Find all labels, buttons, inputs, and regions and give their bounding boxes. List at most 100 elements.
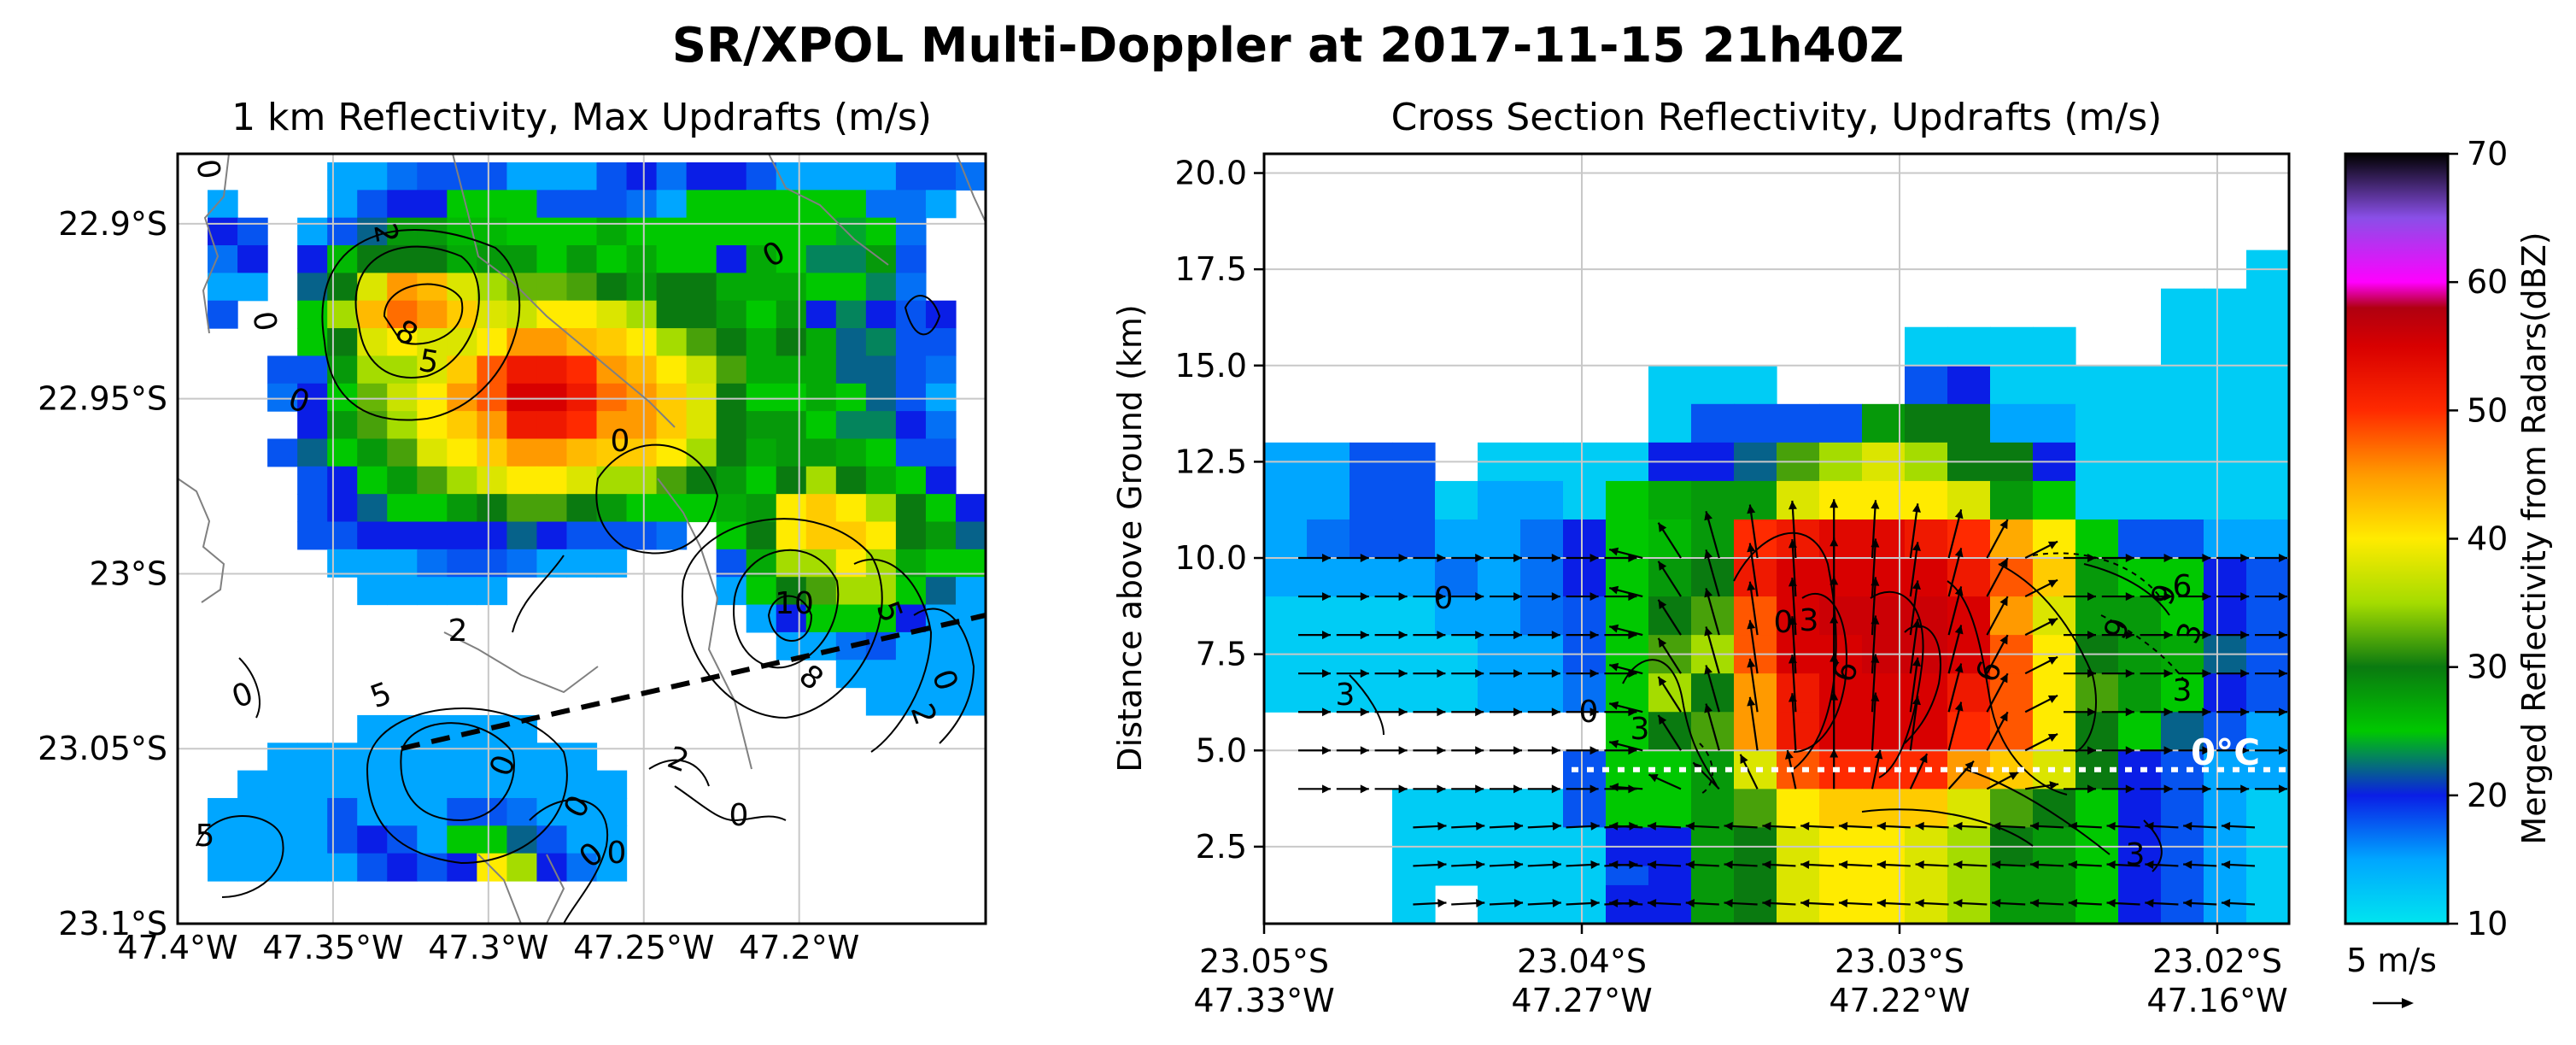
left-cell xyxy=(686,355,717,385)
left-cell xyxy=(596,825,628,854)
wind-vector-head xyxy=(1954,625,1964,635)
wind-vector xyxy=(1871,500,1877,559)
wind-vector-head xyxy=(1658,714,1667,725)
left-cell xyxy=(208,853,238,882)
left-ticks: 47.4°W 47.35°W 47.3°W 47.25°W 47.2°W22.9°S22… xyxy=(38,205,859,966)
left-cell xyxy=(805,494,837,523)
left-cell xyxy=(865,217,897,246)
left-cell xyxy=(865,355,897,385)
right-cell xyxy=(1307,596,1350,636)
left-cell xyxy=(327,217,358,246)
left-cell xyxy=(506,411,538,440)
wind-vector-head xyxy=(1954,663,1964,673)
left-cell xyxy=(267,438,298,467)
wind-vector xyxy=(1748,543,1759,597)
left-cell xyxy=(566,355,598,385)
left-cell xyxy=(417,770,448,799)
left-cell xyxy=(626,383,658,412)
wind-vector-head xyxy=(1999,520,2008,530)
left-cell xyxy=(925,411,957,440)
wind-vector xyxy=(1909,696,1919,751)
left-cell xyxy=(566,300,598,329)
right-cell xyxy=(2075,789,2119,828)
left-cell xyxy=(506,162,538,191)
left-cell xyxy=(776,411,807,440)
left-cell xyxy=(895,549,927,578)
left-cell xyxy=(417,825,448,854)
left-cell xyxy=(566,273,598,302)
left-cell xyxy=(746,328,777,357)
right-cell xyxy=(1520,789,1564,828)
wind-vector-head xyxy=(2047,733,2058,742)
right-cell xyxy=(1862,866,1906,886)
wind-vector-head xyxy=(1800,860,1810,869)
right-cell xyxy=(1606,596,1649,636)
left-cell xyxy=(596,190,628,219)
wind-vector-head xyxy=(1513,592,1522,602)
left-cell xyxy=(656,494,688,523)
wind-vector-head xyxy=(1590,860,1600,869)
right-cell xyxy=(1520,673,1564,713)
wind-vector-head xyxy=(2163,707,2173,717)
left-cell xyxy=(835,300,867,329)
left-cell xyxy=(686,383,717,412)
wind-vector-head xyxy=(1513,821,1524,831)
left-cell xyxy=(566,797,598,826)
left-cell xyxy=(746,438,777,467)
left-cell xyxy=(536,190,568,219)
left-cell xyxy=(447,328,477,357)
left-cell xyxy=(327,521,358,550)
wind-vector-head xyxy=(1704,511,1712,521)
left-cell xyxy=(805,631,837,660)
right-cell xyxy=(1435,558,1478,597)
left-cell xyxy=(387,853,418,882)
wind-vector-head xyxy=(1628,746,1637,755)
left-cell xyxy=(297,770,328,799)
left-cell xyxy=(536,770,568,799)
wind-vector-head xyxy=(1628,707,1637,717)
right-y-tick-label: 12.5 xyxy=(1174,443,1247,480)
left-cell xyxy=(327,273,358,302)
right-cell xyxy=(1648,480,1692,520)
left-cell xyxy=(835,577,867,606)
wind-vector-head xyxy=(1590,821,1600,831)
right-cell xyxy=(2075,403,2119,443)
left-y-tick-label: 22.9°S xyxy=(58,205,167,243)
wind-vector-head xyxy=(1912,580,1921,590)
left-y-tick-label: 23.1°S xyxy=(58,905,167,942)
wind-vector-head xyxy=(1800,821,1810,831)
left-cell xyxy=(776,383,807,412)
right-cell xyxy=(1947,403,1991,443)
wind-vector-head xyxy=(1609,899,1619,908)
left-cell xyxy=(447,577,477,606)
wind-vector-head xyxy=(2163,669,2173,678)
left-cell xyxy=(716,273,747,302)
right-cell xyxy=(1606,673,1649,713)
right-cell xyxy=(1734,789,1777,828)
wind-vector-head xyxy=(1876,821,1886,831)
wind-vector-head xyxy=(1609,821,1619,831)
left-cell xyxy=(925,438,957,467)
left-contour-label: 0 xyxy=(611,424,630,459)
left-cell xyxy=(506,825,538,854)
left-cell xyxy=(417,383,448,412)
right-cell xyxy=(1606,866,1649,886)
wind-vector xyxy=(1871,538,1877,597)
right-cell xyxy=(1392,480,1436,520)
right-cell xyxy=(1819,480,1863,520)
wind-vector-head xyxy=(1747,543,1756,553)
wind-vector-head xyxy=(2029,899,2040,908)
left-cell xyxy=(506,797,538,826)
left-cell xyxy=(327,797,358,826)
wind-vector-head xyxy=(1551,669,1560,678)
wind-vector-head xyxy=(1513,860,1524,869)
right-cell xyxy=(1563,519,1607,559)
wind-vector-head xyxy=(1747,696,1756,707)
left-contour-label: 0 xyxy=(245,308,283,334)
wind-vector-head xyxy=(1999,635,2008,645)
left-cell xyxy=(805,438,837,467)
left-cell xyxy=(506,770,538,799)
left-cell xyxy=(925,466,957,495)
left-cell xyxy=(387,300,418,329)
wind-vector-head xyxy=(1992,899,2001,908)
